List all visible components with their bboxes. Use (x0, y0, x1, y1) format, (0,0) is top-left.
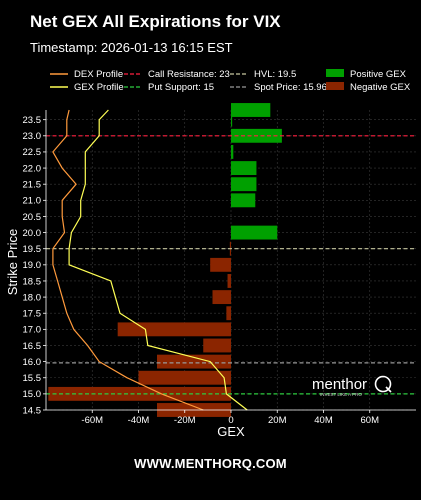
gex-bar-22 (231, 161, 257, 175)
dex-profile-line (52, 109, 204, 411)
x-tick-label-5: 40M (314, 415, 333, 426)
logo-tagline: INVEST LIKE A PRO (320, 392, 362, 397)
chart-timestamp: Timestamp: 2026-01-13 16:15 EST (30, 40, 233, 55)
gex-bar-15.5 (138, 370, 231, 385)
y-tick-label-12: 20.5 (23, 212, 42, 223)
gex-bar-23.5 (231, 112, 233, 127)
y-tick-label-14: 21.5 (23, 179, 42, 190)
gex-bar-18 (212, 290, 231, 305)
logo-text: menthor (312, 376, 367, 393)
y-tick-label-8: 18.5 (23, 276, 42, 287)
y-axis-label: Strike Price (5, 229, 20, 295)
y-tick-label-4: 16.5 (23, 341, 42, 352)
y-tick-label-3: 16.0 (23, 357, 42, 368)
y-tick-label-6: 17.5 (23, 309, 42, 320)
axes: -60M -40M -20M 0 20M 40M 60M 14.5 15.0 15.5 16.0 16… (23, 110, 416, 426)
legend-positive-label: Positive GEX (350, 69, 407, 80)
gex-bar-17 (117, 322, 231, 337)
legend-gex-label: GEX Profile (74, 82, 124, 93)
legend-positive-swatch (326, 69, 344, 77)
legend: DEX Profile GEX Profile Call Resistance:… (50, 69, 411, 93)
gex-profile-line (68, 109, 248, 411)
x-tick-label-6: 60M (361, 415, 380, 426)
y-tick-label-9: 19.0 (23, 260, 42, 271)
y-tick-label-11: 20.0 (23, 228, 42, 239)
logo-q-tail (385, 386, 392, 393)
y-tick-label-17: 23.0 (23, 131, 42, 142)
gex-bar-17.5 (226, 306, 231, 321)
gex-bar-20 (231, 225, 278, 240)
gex-bars (48, 103, 282, 417)
y-tick-label-18: 23.5 (23, 115, 42, 126)
menthorq-logo: menthor Q INVEST LIKE A PRO (312, 375, 392, 397)
y-tick-label-5: 17.0 (23, 325, 42, 336)
y-tick-label-1: 15.0 (23, 389, 42, 400)
y-tick-label-2: 15.5 (23, 373, 42, 384)
gex-bar-19 (210, 257, 231, 272)
y-tick-label-13: 21.0 (23, 196, 42, 207)
gex-bar-23.8 (231, 103, 271, 117)
x-tick-label-0: -60M (81, 415, 103, 426)
y-tick-label-10: 19.5 (23, 244, 42, 255)
y-tick-label-15: 22.0 (23, 163, 42, 174)
legend-hvl-label: HVL: 19.5 (254, 69, 296, 80)
legend-put-support-label: Put Support: 15 (148, 82, 214, 93)
level-lines (46, 135, 416, 395)
gex-bar-21 (231, 193, 256, 208)
footer-url: WWW.MENTHORQ.COM (134, 456, 287, 471)
gex-bar-16 (157, 354, 231, 369)
legend-negative-label: Negative GEX (350, 82, 411, 93)
legend-spot-label: Spot Price: 15.96 (254, 82, 327, 93)
gex-bar-16.5 (203, 338, 231, 353)
y-tick-label-16: 22.5 (23, 147, 42, 158)
y-tick-label-7: 18.0 (23, 292, 42, 303)
x-tick-label-1: -40M (128, 415, 150, 426)
x-tick-label-4: 20M (268, 415, 287, 426)
logo-q-circle (374, 375, 392, 393)
y-tick-label-0: 14.5 (23, 405, 42, 416)
legend-call-resistance-label: Call Resistance: 23 (148, 69, 230, 80)
legend-negative-swatch (326, 82, 344, 90)
x-tick-label-2: -20M (174, 415, 196, 426)
x-axis-label: GEX (217, 424, 245, 439)
profile-lines (52, 109, 248, 411)
gex-bar-18.5 (227, 274, 231, 288)
gex-bar-22.5 (231, 145, 234, 159)
gex-bar-21.5 (231, 177, 257, 192)
legend-dex-label: DEX Profile (74, 69, 123, 80)
chart-title: Net GEX All Expirations for VIX (30, 12, 281, 31)
x-tick-label-3: 0 (228, 415, 233, 426)
